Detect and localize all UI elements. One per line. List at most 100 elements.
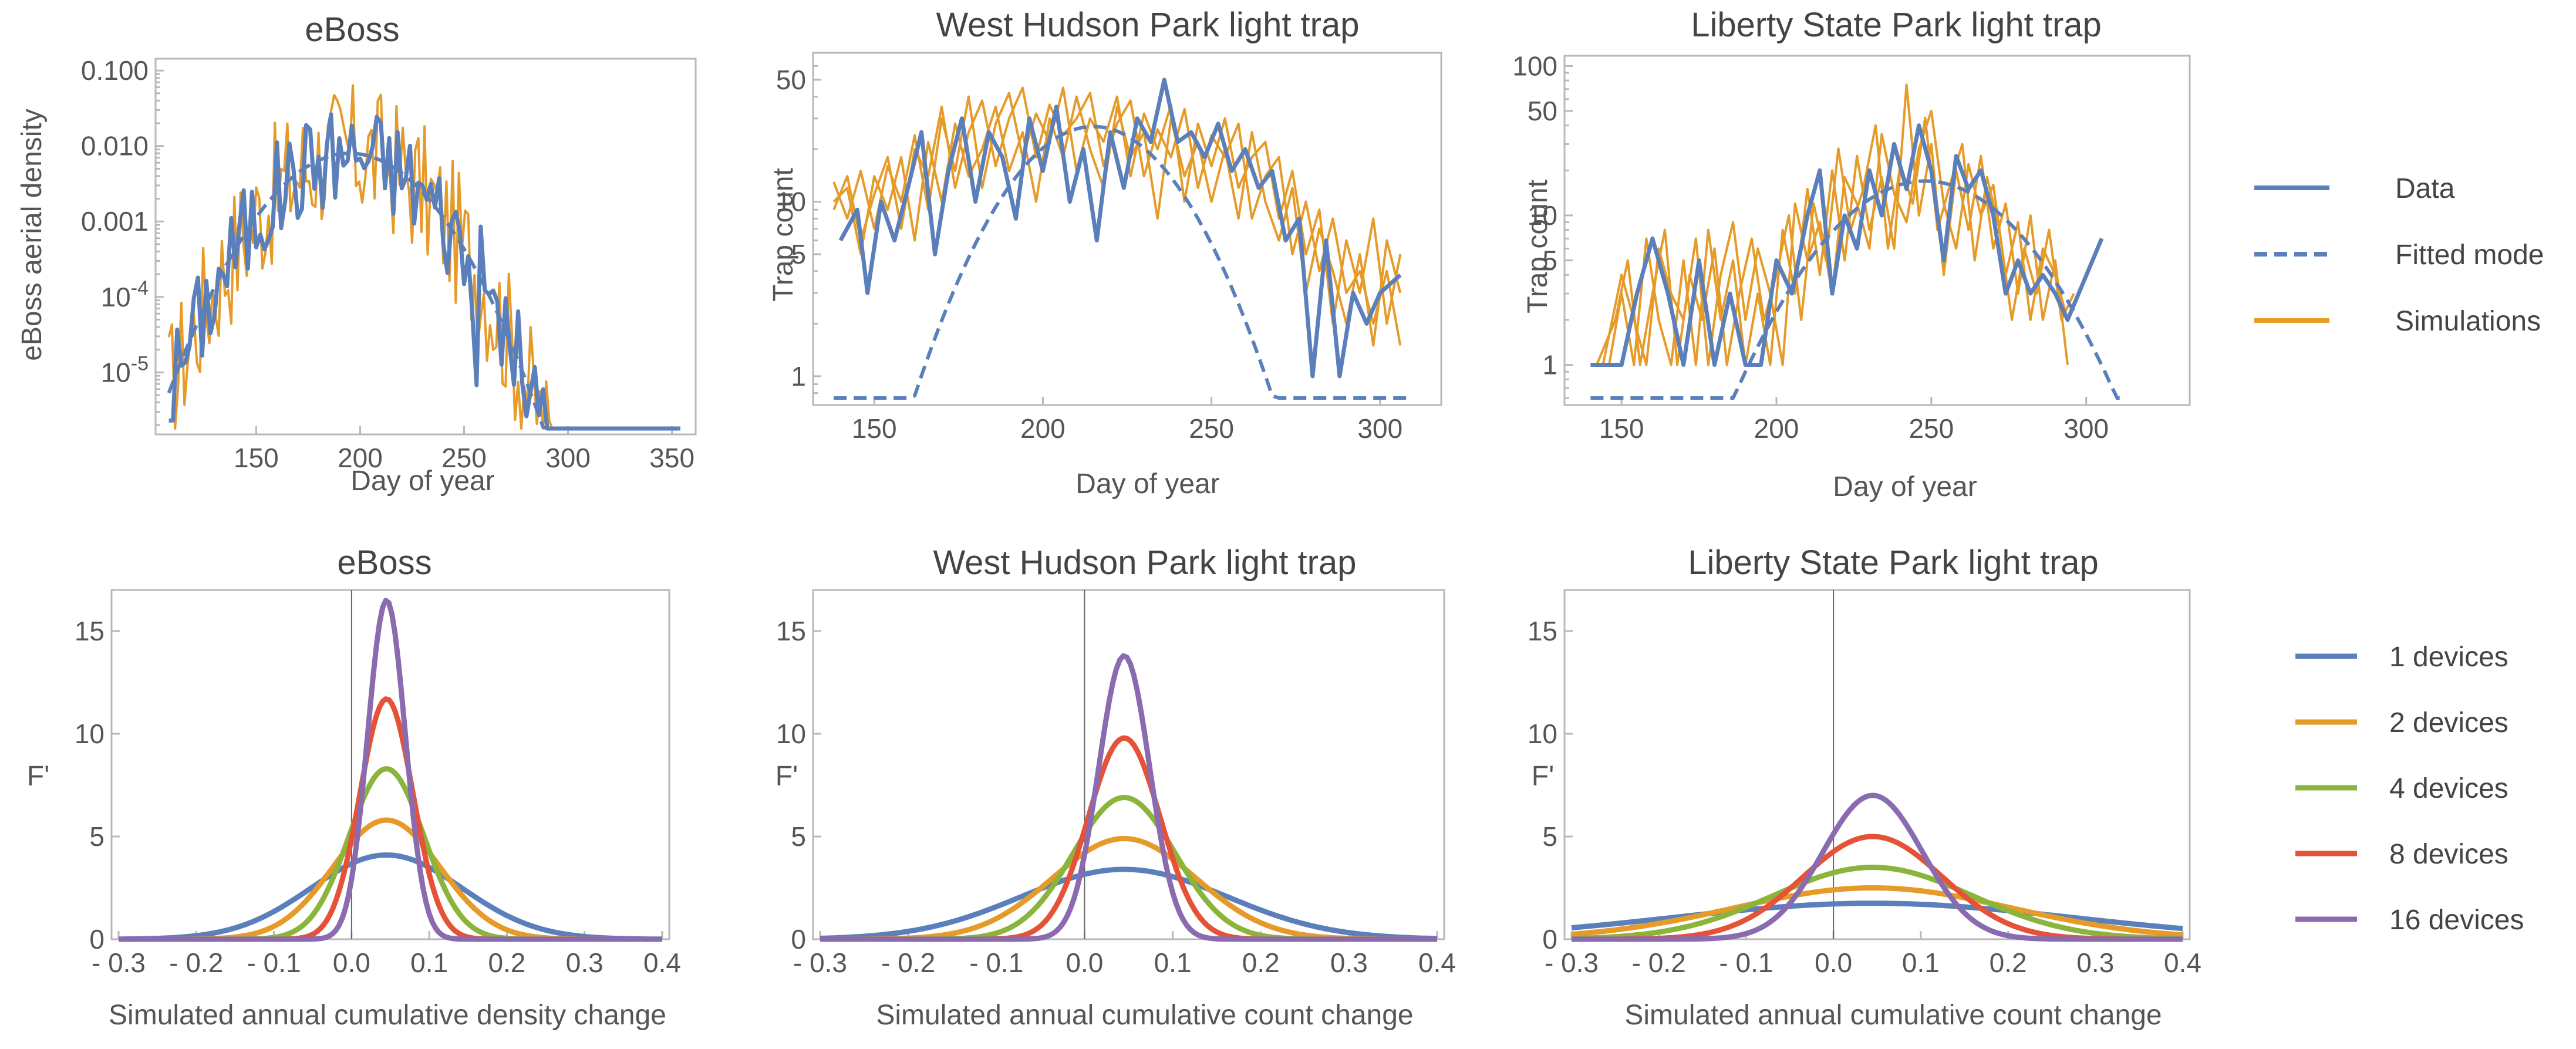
y-tick-label: 50 (776, 65, 806, 95)
x-tick-label: 0.4 (2164, 947, 2201, 978)
y-tick-label: 0.100 (81, 55, 149, 86)
y-tick-label: 10 (776, 719, 806, 749)
y-axis-label: F' (776, 761, 798, 792)
x-tick-label: 200 (338, 443, 383, 473)
y-tick-label: 10 (1528, 200, 1557, 231)
x-tick-label: 150 (234, 443, 279, 473)
y-tick-label: 5 (1542, 245, 1557, 276)
density-curve (1572, 792, 2183, 942)
density-curve (1571, 865, 2183, 942)
x-tick-label: 200 (1754, 413, 1799, 444)
fitted-mode-line (167, 151, 680, 430)
y-tick-label: 100 (1512, 50, 1557, 81)
y-axis-label: eBoss aerial density (16, 109, 48, 361)
density-curve (119, 852, 662, 942)
plot-frame (154, 58, 697, 436)
x-tick-label: 0.0 (333, 947, 370, 978)
x-tick-label: 0.3 (566, 947, 603, 978)
data-series-line (838, 77, 1402, 379)
y-tick-label: 0 (791, 924, 806, 954)
y-tick-label: 15 (1528, 616, 1557, 646)
y-tick-label: 10-4 (101, 277, 149, 312)
x-tick-label: 0.3 (2076, 947, 2114, 978)
x-tick-label: 350 (649, 443, 694, 473)
chart-title: eBoss (305, 11, 399, 49)
legend-label: 16 devices (2389, 905, 2524, 936)
legend-label: Fitted mode (2395, 240, 2544, 271)
data-series-line (1590, 123, 2104, 367)
y-tick-label: 5 (791, 821, 806, 852)
density-curve (1571, 900, 2183, 932)
legend-devices: 1 devices 2 devices 4 devices 8 devices 16 d… (2295, 642, 2524, 936)
x-tick-label: 0.1 (410, 947, 448, 978)
y-tick-label: 0 (89, 924, 104, 954)
y-tick-label: 0.001 (81, 206, 149, 237)
x-axis-label: Simulated annual cumulative count change (1624, 1000, 2162, 1031)
density-curve (119, 817, 662, 942)
x-tick-label: - 0.1 (247, 947, 301, 978)
x-tick-label: 150 (1599, 413, 1644, 444)
x-tick-label: 0.2 (488, 947, 525, 978)
chart-title: eBoss (337, 544, 431, 582)
x-tick-label: 0.0 (1815, 947, 1852, 978)
chart-title: West Hudson Park light trap (933, 544, 1356, 582)
x-tick-label: 0.1 (1154, 947, 1192, 978)
legend-label: Data (2395, 173, 2455, 204)
y-axis-label: Trap count (768, 168, 799, 302)
x-tick-label: 0.0 (1066, 947, 1103, 978)
x-tick-label: 0.4 (643, 947, 681, 978)
x-tick-label: - 0.1 (969, 947, 1023, 978)
x-tick-label: 300 (545, 443, 591, 473)
y-tick-label: 1 (791, 361, 806, 392)
x-axis-label: Simulated annual cumulative count change (876, 1000, 1413, 1031)
density-curve (1571, 885, 2183, 938)
y-tick-label: 50 (1528, 96, 1557, 126)
legend-label: Simulations (2395, 306, 2541, 337)
fitted-mode-line (834, 124, 1407, 400)
y-tick-label: 15 (75, 616, 104, 646)
x-tick-label: 0.2 (1990, 947, 2027, 978)
x-axis-label: Day of year (1833, 471, 1977, 502)
x-tick-label: - 0.2 (881, 947, 935, 978)
density-curve (820, 653, 1437, 942)
y-axis-label: Trap count (1522, 180, 1553, 313)
legend-label: 1 devices (2389, 642, 2508, 673)
y-axis-label: F' (1532, 761, 1554, 792)
chart-title: Liberty State Park light trap (1691, 6, 2102, 44)
x-axis-label: Day of year (1075, 468, 1219, 500)
y-tick-label: 10-5 (101, 352, 149, 387)
legend-label: 8 devices (2389, 839, 2508, 870)
legend-timeseries: Data Fitted mode Simulations (2254, 173, 2544, 337)
y-tick-label: 10 (75, 719, 104, 749)
x-tick-label: - 0.3 (793, 947, 847, 978)
x-tick-label: 300 (1357, 413, 1402, 444)
x-tick-label: 0.3 (1330, 947, 1368, 978)
simulation-series-line (1601, 110, 2069, 366)
x-tick-label: - 0.1 (1719, 947, 1773, 978)
x-tick-label: 0.4 (1418, 947, 1456, 978)
y-tick-label: 0 (1542, 924, 1557, 954)
y-tick-label: 5 (1542, 821, 1557, 852)
plot-frame (110, 589, 670, 940)
chart-title: West Hudson Park light trap (936, 6, 1359, 44)
x-tick-label: 150 (852, 413, 897, 444)
panel-west-hudson-timeseries: West Hudson Park light trap Day of year … (768, 6, 1442, 500)
density-curve (820, 836, 1437, 942)
x-tick-label: 200 (1020, 413, 1066, 444)
x-tick-label: 250 (1909, 413, 1954, 444)
y-tick-label: 10 (1528, 719, 1557, 749)
legend-label: 2 devices (2389, 707, 2508, 738)
y-tick-label: 15 (776, 616, 806, 646)
y-tick-label: 5 (89, 821, 104, 852)
y-axis-label: F' (27, 761, 49, 792)
plot-frame (812, 589, 1445, 940)
x-tick-label: 250 (1189, 413, 1234, 444)
x-tick-label: 0.2 (1242, 947, 1280, 978)
fitted-mode-line (1590, 179, 2123, 400)
plot-frame (1563, 589, 2191, 940)
x-tick-label: 0.1 (1902, 947, 1940, 978)
density-curve (820, 866, 1438, 942)
panel-eboss-timeseries: eBoss Day of year eBoss aerial density 1… (16, 11, 697, 497)
y-tick-label: 10 (776, 187, 806, 217)
